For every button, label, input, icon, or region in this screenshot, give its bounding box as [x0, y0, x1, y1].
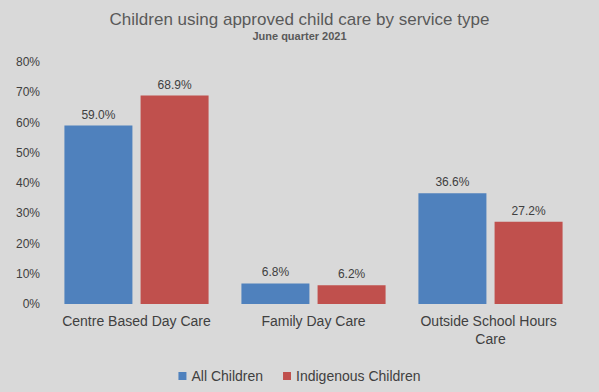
svg-text:20%: 20%	[16, 237, 40, 251]
svg-text:36.6%: 36.6%	[435, 175, 469, 189]
svg-text:6.8%: 6.8%	[262, 265, 290, 279]
svg-text:59.0%: 59.0%	[81, 108, 115, 122]
svg-text:Children using approved child: Children using approved child care by se…	[110, 10, 490, 29]
svg-text:Centre Based Day Care: Centre Based Day Care	[62, 313, 211, 329]
svg-text:June quarter 2021: June quarter 2021	[252, 30, 346, 42]
svg-text:30%: 30%	[16, 206, 40, 220]
svg-text:6.2%: 6.2%	[338, 267, 366, 281]
svg-text:70%: 70%	[16, 85, 40, 99]
svg-text:60%: 60%	[16, 116, 40, 130]
svg-text:Indigenous Children: Indigenous Children	[296, 368, 421, 384]
svg-text:Family Day Care: Family Day Care	[261, 313, 365, 329]
svg-text:0%: 0%	[23, 297, 41, 311]
svg-text:50%: 50%	[16, 146, 40, 160]
svg-text:68.9%: 68.9%	[158, 78, 192, 92]
svg-text:80%: 80%	[16, 55, 40, 69]
svg-text:10%: 10%	[16, 267, 40, 281]
svg-text:40%: 40%	[16, 176, 40, 190]
svg-text:27.2%: 27.2%	[512, 204, 546, 218]
svg-text:Care: Care	[475, 331, 506, 347]
svg-text:Outside School Hours: Outside School Hours	[420, 313, 560, 329]
svg-text:All Children: All Children	[191, 368, 263, 384]
